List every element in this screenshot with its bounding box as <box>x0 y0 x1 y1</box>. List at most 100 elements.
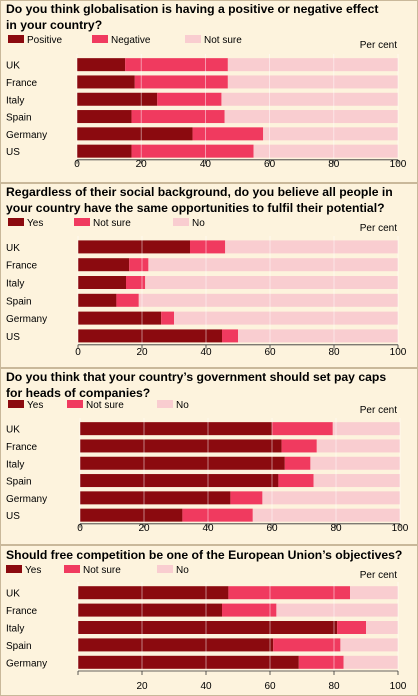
chart-panel-4: Should free competition be one of the Eu… <box>0 545 418 696</box>
bar-segment <box>129 258 149 272</box>
x-tick-label: 60 <box>264 347 276 358</box>
legend-label: Yes <box>27 400 43 411</box>
bar-segment <box>238 329 398 343</box>
legend-swatch <box>74 218 90 226</box>
bar-segment <box>343 655 398 669</box>
bar-segment <box>227 75 398 89</box>
bar-segment <box>190 240 226 254</box>
category-label: Spain <box>6 296 32 307</box>
bar-segment <box>278 474 314 488</box>
bar-segment <box>174 311 398 325</box>
x-tick-label: 80 <box>328 347 340 358</box>
x-tick-label: 40 <box>202 523 214 534</box>
bar-segment <box>77 75 135 89</box>
chart-title-line: Do you think that your country’s governm… <box>6 370 386 384</box>
x-tick-label: 80 <box>330 523 342 534</box>
bar-segment <box>263 127 398 141</box>
bar-segment <box>80 439 282 453</box>
legend-label: No <box>176 400 189 411</box>
bar-segment <box>253 144 398 158</box>
bar-segment <box>222 603 277 617</box>
bar-segment <box>310 456 400 470</box>
bar-segment <box>131 110 225 124</box>
chart-panel-2: Regardless of their social background, d… <box>0 183 418 368</box>
bar-segment <box>225 240 398 254</box>
category-label: US <box>6 147 20 158</box>
unit-label: Per cent <box>360 223 397 234</box>
x-tick-label: 100 <box>390 681 407 692</box>
x-tick-label: 60 <box>264 159 276 170</box>
legend-swatch <box>173 218 189 226</box>
bar-segment <box>316 439 400 453</box>
bar-segment <box>78 655 299 669</box>
legend-swatch <box>67 400 83 408</box>
x-tick-label: 20 <box>136 159 148 170</box>
x-tick-label: 20 <box>136 347 148 358</box>
legend-label: Yes <box>27 218 43 229</box>
category-label: France <box>6 78 38 89</box>
x-tick-label: 100 <box>392 523 409 534</box>
bar-segment <box>222 329 238 343</box>
legend-label: No <box>176 565 189 576</box>
bar-segment <box>221 92 398 106</box>
bar-segment <box>298 655 344 669</box>
x-tick-label: 80 <box>328 681 340 692</box>
chart-title-line: for heads of companies? <box>6 386 150 400</box>
x-tick-label: 60 <box>266 523 278 534</box>
bar-segment <box>366 621 398 634</box>
chart-title-line: your country have the same opportunities… <box>6 201 385 215</box>
bar-segment <box>77 58 126 72</box>
legend-swatch <box>92 35 108 43</box>
chart-title-line: Regardless of their social background, d… <box>6 185 393 199</box>
bar-segment <box>161 311 174 325</box>
legend-swatch <box>157 565 173 573</box>
category-label: UK <box>6 589 20 600</box>
bar-segment <box>145 276 398 289</box>
x-tick-label: 20 <box>138 523 150 534</box>
bar-segment <box>78 586 229 600</box>
category-label: UK <box>6 243 20 254</box>
x-tick-label: 0 <box>77 523 83 534</box>
legend-swatch <box>8 35 24 43</box>
category-label: US <box>6 332 20 343</box>
panel-frame <box>0 545 418 696</box>
bar-segment <box>182 508 253 522</box>
bar-segment <box>78 276 126 289</box>
chart-title-line: Should free competition be one of the Eu… <box>6 548 402 562</box>
chart-panel-3: Do you think that your country’s governm… <box>0 368 418 545</box>
bar-segment <box>134 75 228 89</box>
bar-segment <box>77 92 158 106</box>
bar-segment <box>77 110 132 124</box>
x-tick-label: 100 <box>390 159 407 170</box>
bar-segment <box>78 311 162 325</box>
x-tick-label: 40 <box>200 159 212 170</box>
x-tick-label: 20 <box>136 681 148 692</box>
bar-segment <box>337 621 366 634</box>
legend-label: Negative <box>111 35 151 46</box>
bar-segment <box>138 293 399 307</box>
bar-segment <box>228 586 350 600</box>
legend-swatch <box>185 35 201 43</box>
x-tick-label: 60 <box>264 681 276 692</box>
bar-segment <box>273 638 341 652</box>
bar-segment <box>224 110 398 124</box>
bar-segment <box>131 144 254 158</box>
bar-segment <box>157 92 222 106</box>
legend-label: Not sure <box>83 565 121 576</box>
legend-swatch <box>6 565 22 573</box>
bar-segment <box>80 474 279 488</box>
bar-segment <box>80 456 285 470</box>
bar-segment <box>272 422 333 436</box>
unit-label: Per cent <box>360 40 397 51</box>
category-label: UK <box>6 425 20 436</box>
category-label: France <box>6 606 38 617</box>
chart-title-line: in your country? <box>6 18 102 32</box>
bar-segment <box>281 439 317 453</box>
category-label: Italy <box>6 459 24 470</box>
category-label: UK <box>6 61 20 72</box>
bar-segment <box>78 293 117 307</box>
bar-segment <box>80 508 183 522</box>
x-tick-label: 40 <box>200 681 212 692</box>
